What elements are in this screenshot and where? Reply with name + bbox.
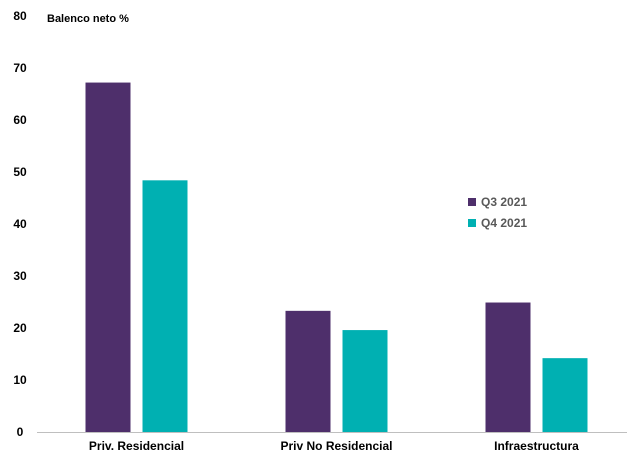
x-category-label: Priv No Residencial xyxy=(280,439,392,453)
bars xyxy=(85,82,588,432)
y-tick-label: 70 xyxy=(13,61,27,75)
y-tick-label: 60 xyxy=(13,113,27,127)
legend-label: Q3 2021 xyxy=(481,195,527,209)
bar xyxy=(285,310,331,432)
legend-swatch xyxy=(468,198,476,206)
bar xyxy=(85,82,131,432)
bar xyxy=(485,302,531,432)
y-tick-label: 20 xyxy=(13,321,27,335)
y-tick-label: 30 xyxy=(13,269,27,283)
legend-swatch xyxy=(468,219,476,227)
bar xyxy=(342,330,388,432)
y-tick-label: 40 xyxy=(13,217,27,231)
y-axis-unit-label: Balenco neto % xyxy=(47,13,129,25)
x-axis-category-labels: Priv. Residencial Priv No Residencial Infr… xyxy=(89,439,579,453)
y-axis-ticks: 0 10 20 30 40 50 60 70 80 xyxy=(13,9,27,439)
legend-label: Q4 2021 xyxy=(481,216,527,230)
bar xyxy=(542,358,588,432)
x-category-label: Infraestructura xyxy=(494,439,579,453)
y-tick-label: 80 xyxy=(13,9,27,23)
bar xyxy=(142,180,188,432)
y-tick-label: 0 xyxy=(17,425,24,439)
y-tick-label: 10 xyxy=(13,373,27,387)
legend: Q3 2021 Q4 2021 xyxy=(468,195,527,230)
x-category-label: Priv. Residencial xyxy=(89,439,184,453)
y-tick-label: 50 xyxy=(13,165,27,179)
